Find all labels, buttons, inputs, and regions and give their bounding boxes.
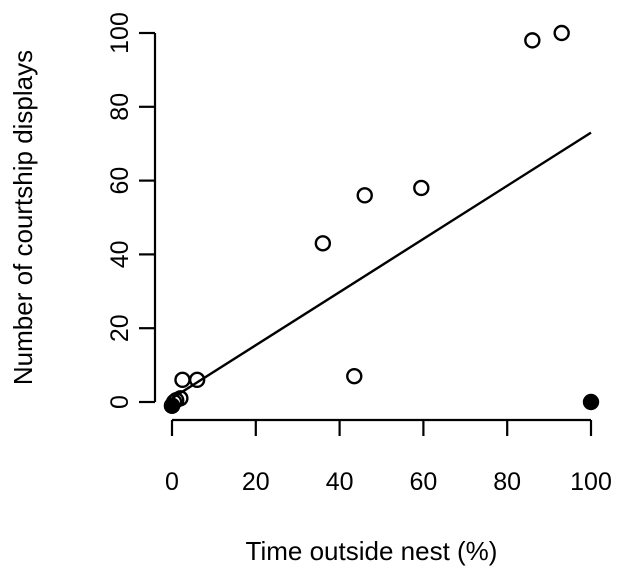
x-axis-title: Time outside nest (%) <box>246 536 498 566</box>
open-data-point <box>188 371 206 389</box>
x-tick-label: 40 <box>326 468 354 496</box>
filled-data-point <box>582 393 600 411</box>
y-tick-label: 80 <box>106 93 134 121</box>
y-tick-label: 0 <box>106 395 134 409</box>
x-tick-label: 80 <box>493 468 521 496</box>
ticks: 0 20 40 60 80 100 0 20 40 60 80 100 <box>106 12 612 496</box>
y-axis-title: Number of courtship displays <box>8 50 38 385</box>
open-data-point <box>524 32 541 49</box>
y-tick-label: 20 <box>106 314 134 342</box>
open-data-point <box>314 235 332 252</box>
open-data-point <box>413 179 430 197</box>
y-tick-label: 100 <box>106 12 134 54</box>
filled-data-point <box>163 397 181 414</box>
open-data-point <box>174 371 191 389</box>
axes <box>153 33 591 422</box>
x-tick-label: 60 <box>409 468 437 496</box>
x-tick-label: 20 <box>242 468 270 496</box>
x-tick-label: 0 <box>165 468 179 496</box>
y-tick-label: 60 <box>106 167 134 195</box>
open-data-point <box>356 187 373 204</box>
open-data-point <box>346 367 363 385</box>
regression-line <box>171 131 592 400</box>
y-tick-label: 40 <box>106 240 134 268</box>
regression <box>171 131 592 400</box>
open-data-point <box>553 24 570 42</box>
x-tick-label: 100 <box>570 468 612 496</box>
data-points <box>163 24 600 414</box>
